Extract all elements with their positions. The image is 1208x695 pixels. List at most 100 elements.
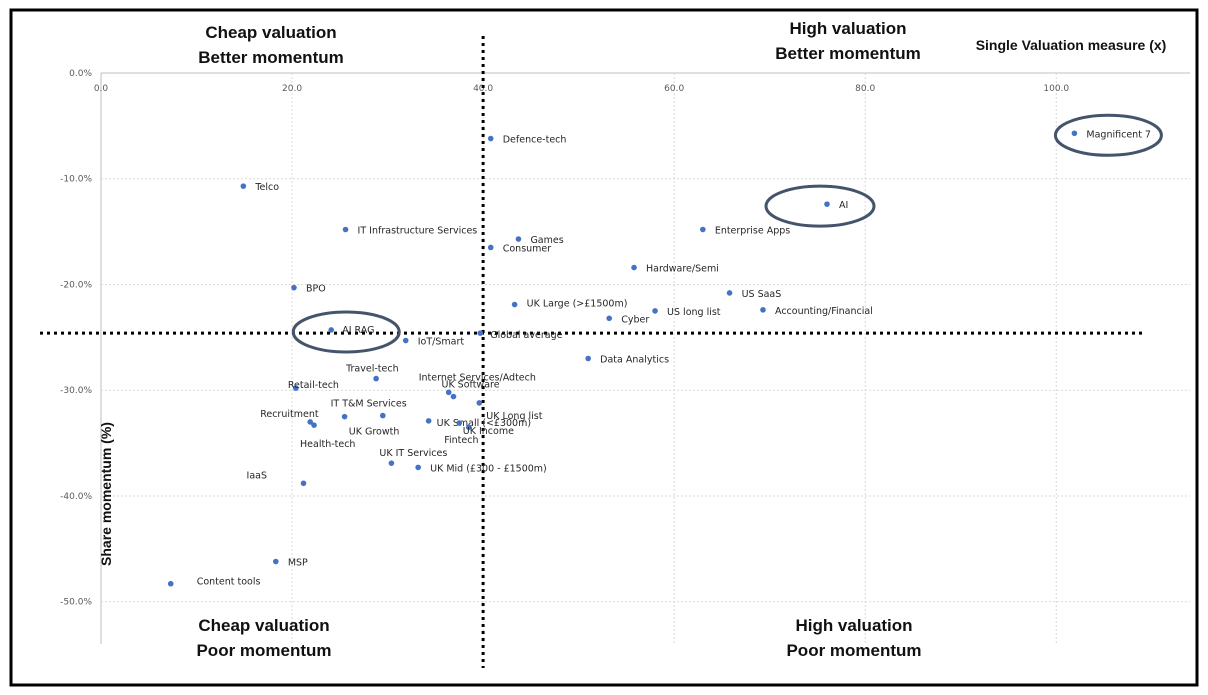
data-point-label: US SaaS [742, 289, 782, 300]
data-point [307, 419, 314, 425]
data-point-label: Health-tech [300, 439, 355, 450]
data-point [515, 236, 522, 242]
data-point-label: BPO [306, 284, 326, 295]
data-point-label: Magnificent 7 [1086, 129, 1151, 140]
data-point [311, 422, 317, 428]
quadrant-bottom-left-line1: Cheap valuation [198, 616, 329, 635]
y-tick-label: -50.0% [60, 598, 92, 608]
data-point [373, 375, 379, 382]
data-point [585, 355, 591, 362]
quadrant-bottom-left-line2: Poor momentum [196, 641, 331, 660]
chart-border [9, 8, 1199, 687]
data-point-label: Enterprise Apps [715, 225, 790, 236]
quadrant-top-left-line1: Cheap valuation [205, 23, 336, 42]
quadrant-top-right-line2: Better momentum [775, 44, 920, 63]
data-point-label: Accounting/Financial [775, 306, 873, 317]
data-point-label: AI RAG [342, 325, 374, 336]
data-point [487, 244, 494, 251]
data-point [652, 308, 658, 314]
data-point [425, 418, 432, 424]
data-point-label: MSP [288, 558, 308, 569]
data-point [456, 420, 463, 426]
data-point-label: UK Large (>£1500m) [527, 299, 628, 310]
highlight-circles [291, 113, 1163, 354]
y-tick-label: -20.0% [60, 280, 92, 290]
data-point-label: UK IT Services [379, 448, 447, 459]
data-point-label: Internet Services/Adtech [419, 372, 536, 383]
y-tick-label: -10.0% [60, 175, 92, 185]
data-point-label: Travel-tech [345, 364, 398, 375]
data-point [450, 393, 457, 400]
data-point [476, 400, 483, 406]
data-point-label: UK Income [463, 426, 514, 437]
x-tick-label: 20.0 [282, 84, 302, 94]
data-point-label: Games [530, 235, 563, 246]
data-point-label: Data Analytics [600, 355, 669, 366]
quadrant-top-right-line1: High valuation [789, 19, 906, 38]
highlight-circle [291, 310, 401, 354]
data-point-label: UK Small (<£300m) [437, 418, 531, 429]
data-point-label: UK Software [441, 380, 499, 391]
data-point [328, 327, 335, 333]
data-point-label: UK Mid (£300 - £1500m) [430, 463, 547, 474]
quadrant-bottom-right-line2: Poor momentum [786, 641, 921, 660]
x-tick-label: 0.0 [94, 84, 109, 94]
data-point [167, 580, 174, 587]
data-point [300, 480, 307, 487]
x-tick-label: 100.0 [1043, 84, 1069, 94]
data-point-label: UK Growth [349, 427, 400, 438]
y-tick-label: -40.0% [60, 492, 92, 502]
x-axis-title: Single Valuation measure (x) [976, 37, 1167, 53]
data-point-label: Fintech [444, 435, 478, 446]
data-point-label: IaaS [247, 470, 267, 481]
data-point [293, 385, 299, 391]
data-point [380, 412, 386, 419]
data-point [824, 201, 830, 207]
y-tick-label: 0.0% [69, 69, 92, 79]
data-point-label: Hardware/Semi [646, 264, 719, 275]
data-point [1071, 130, 1078, 137]
data-point [445, 389, 452, 396]
data-point-label: IT T&M Services [331, 399, 407, 410]
data-point-label: Global average [490, 330, 562, 341]
data-point-label: UK Long list [486, 411, 542, 422]
highlight-circle [1053, 113, 1163, 157]
x-tick-label: 60.0 [664, 84, 684, 94]
data-point [465, 424, 472, 431]
data-point [291, 284, 297, 291]
data-point [477, 330, 484, 336]
data-point-label: US long list [667, 307, 721, 318]
data-point [273, 558, 279, 565]
data-point [726, 290, 733, 296]
data-point-label: Cyber [621, 314, 649, 325]
x-tick-label: 40.0 [473, 84, 493, 94]
data-point [240, 183, 247, 189]
data-point [606, 315, 612, 322]
data-point-label: IT Infrastructure Services [358, 225, 478, 236]
quadrant-top-left-line2: Better momentum [198, 48, 343, 67]
quadrant-bottom-right-line1: High valuation [795, 616, 912, 635]
data-point [402, 337, 409, 344]
data-point-label: Recruitment [260, 409, 319, 420]
data-point-label: Content tools [197, 577, 261, 588]
data-point [415, 464, 421, 471]
y-tick-label: -30.0% [60, 386, 92, 396]
data-point-label: IoT/Smart [418, 337, 465, 348]
data-point [388, 460, 395, 466]
data-point [760, 307, 766, 313]
data-point [341, 413, 348, 420]
quadrant-dividers [40, 36, 1145, 668]
data-point [487, 135, 494, 142]
data-point [700, 226, 706, 233]
highlight-circle [764, 184, 876, 228]
y-axis-title: Share momentum (%) [98, 422, 114, 566]
data-point-label: AI [839, 200, 848, 211]
x-tick-label: 80.0 [855, 84, 875, 94]
data-points: Magnificent 7 Defence-tech Telco AI IT Infra… [167, 129, 1151, 588]
data-point-label: Consumer [503, 243, 552, 254]
data-point-label: Retail-tech [288, 380, 339, 391]
data-point-label: Defence-tech [503, 135, 567, 146]
data-point [511, 301, 518, 308]
axis-ticks: 0.0 20.0 40.0 60.0 80.0 100.0 0.0% -10.0% -20.0%… [60, 69, 1069, 608]
